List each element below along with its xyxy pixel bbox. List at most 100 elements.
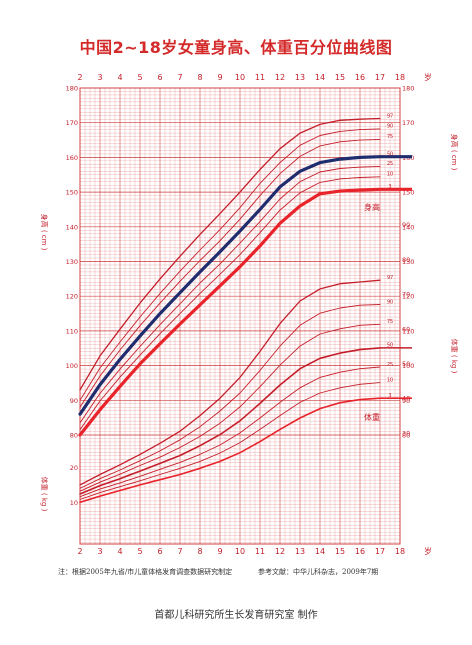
height-tick-label: 90	[402, 397, 410, 405]
x-tick-label-top: 14	[315, 73, 325, 82]
weight-percentile-label: 3	[388, 393, 391, 399]
height-tick-label: 140	[66, 223, 78, 231]
height-percentile-label: 50	[387, 152, 393, 158]
height-tick-label: 120	[66, 293, 78, 301]
plot-frame	[79, 87, 401, 545]
weight-curve-p3	[79, 397, 381, 504]
height-tick-label: 170	[66, 119, 78, 127]
height-percentile-label: 75	[387, 134, 393, 140]
x-tick-label-top: 11	[255, 73, 265, 82]
x-tick-label-bottom: 6	[157, 547, 162, 556]
x-unit-bottom: 岁	[424, 546, 432, 556]
height-tick-label: 180	[402, 85, 414, 93]
height-tick-label: 100	[402, 362, 414, 370]
x-tick-label-bottom: 9	[217, 547, 222, 556]
height-axis-label-left: 身高 ( cm )	[40, 214, 49, 251]
height-axis-label-right: 身高 ( cm )	[450, 134, 459, 171]
height-percentile-label: 97	[387, 113, 393, 119]
x-tick-label-bottom: 7	[177, 547, 182, 556]
x-tick-label-bottom: 16	[355, 547, 365, 556]
height-percentile-label: 3	[388, 184, 391, 190]
weight-tick-label: 30	[402, 429, 410, 437]
chart-title: 中国2~18岁女童身高、体重百分位曲线图	[79, 38, 393, 57]
x-tick-label-bottom: 10	[235, 547, 245, 556]
height-tick-label: 150	[66, 189, 78, 197]
height-tick-label: 80	[402, 432, 410, 440]
height-curve-p90	[79, 128, 381, 401]
height-tick-label: 130	[66, 258, 78, 266]
source-note: 注：根据2005年九省/市儿童体格发育调查数据研究制定	[58, 568, 233, 576]
credit-line: 首都儿科研究所生长发育研究室 制作	[154, 610, 318, 621]
height-percentile-label: 10	[387, 172, 393, 178]
weight-tick-label: 10	[70, 499, 78, 507]
x-tick-label-top: 10	[235, 73, 245, 82]
height-curve-p50	[78, 155, 382, 416]
x-tick-label-top: 9	[217, 73, 222, 82]
weight-tick-label: 60	[402, 325, 410, 333]
height-tick-label: 90	[70, 397, 78, 405]
height-percentile-label: 25	[387, 161, 393, 167]
reference-note: 参考文献：中华儿科杂志，2009年7期	[258, 568, 379, 576]
x-tick-label-top: 2	[77, 73, 82, 82]
weight-tick-label: 20	[70, 464, 78, 472]
height-curve-p25	[79, 165, 381, 424]
height-tick-label: 150	[402, 189, 414, 197]
height-tick-label: 120	[402, 293, 414, 301]
weight-axis-label-left: 体重 ( kg )	[40, 477, 49, 512]
weight-curve-p10	[79, 382, 381, 500]
x-tick-label-bottom: 12	[275, 547, 285, 556]
height-tick-label: 110	[66, 327, 78, 335]
x-tick-label-top: 12	[275, 73, 285, 82]
weight-percentile-label: 10	[387, 377, 393, 383]
height-tick-label: 140	[402, 223, 414, 231]
chart-axes: 2 2 3 3 4 4 5 5 6 6 7 7 8 8 9 9 10 10 11 11 12 12 13 13 14 14 15 15…	[40, 72, 459, 556]
height-curve-p97	[79, 117, 381, 391]
x-unit-top: 岁	[424, 72, 432, 82]
height-tick-label: 180	[66, 85, 78, 93]
x-tick-label-bottom: 11	[255, 547, 265, 556]
weight-percentile-label: 97	[387, 275, 393, 281]
x-tick-label-bottom: 5	[137, 547, 142, 556]
x-tick-label-top: 4	[117, 73, 122, 82]
x-tick-label-top: 18	[395, 73, 405, 82]
height-tick-label: 130	[402, 258, 414, 266]
x-tick-label-top: 5	[137, 73, 142, 82]
height-tick-label: 160	[66, 154, 78, 162]
x-tick-label-top: 16	[355, 73, 365, 82]
x-tick-label-bottom: 8	[197, 547, 202, 556]
weight-axis-label-right: 体重 ( kg )	[450, 339, 459, 374]
x-tick-label-top: 13	[295, 73, 305, 82]
height-curve-p3	[78, 187, 382, 437]
x-tick-label-bottom: 17	[375, 547, 385, 556]
x-tick-label-bottom: 14	[315, 547, 325, 556]
x-tick-label-bottom: 18	[395, 547, 405, 556]
weight-curve-p75	[79, 323, 381, 492]
x-tick-label-top: 15	[335, 73, 345, 82]
weight-curve-p25	[79, 366, 381, 498]
height-tick-label: 110	[402, 327, 414, 335]
weight-curve-p97	[79, 279, 381, 486]
height-tick-label: 80	[70, 432, 78, 440]
height-tick-label: 170	[402, 119, 414, 127]
x-tick-label-top: 3	[97, 73, 102, 82]
weight-percentile-label: 25	[387, 362, 393, 368]
height-curve-p75	[79, 138, 381, 408]
weight-tick-label: 90	[402, 221, 410, 229]
weight-tick-label: 70	[402, 291, 410, 299]
x-tick-label-bottom: 15	[335, 547, 345, 556]
chart-curves	[78, 117, 412, 504]
weight-percentile-label: 90	[387, 299, 393, 305]
weight-percentile-label: 75	[387, 319, 393, 325]
height-tick-label: 100	[66, 362, 78, 370]
weight-curve-p90	[79, 304, 381, 489]
x-tick-label-bottom: 4	[117, 547, 122, 556]
x-tick-label-top: 17	[375, 73, 385, 82]
weight-percentile-label: 50	[387, 343, 393, 349]
x-tick-label-bottom: 2	[77, 547, 82, 556]
x-tick-label-bottom: 3	[97, 547, 102, 556]
height-curve-p10	[79, 176, 381, 431]
height-percentile-label: 90	[387, 124, 393, 130]
weight-tick-label: 50	[402, 360, 410, 368]
